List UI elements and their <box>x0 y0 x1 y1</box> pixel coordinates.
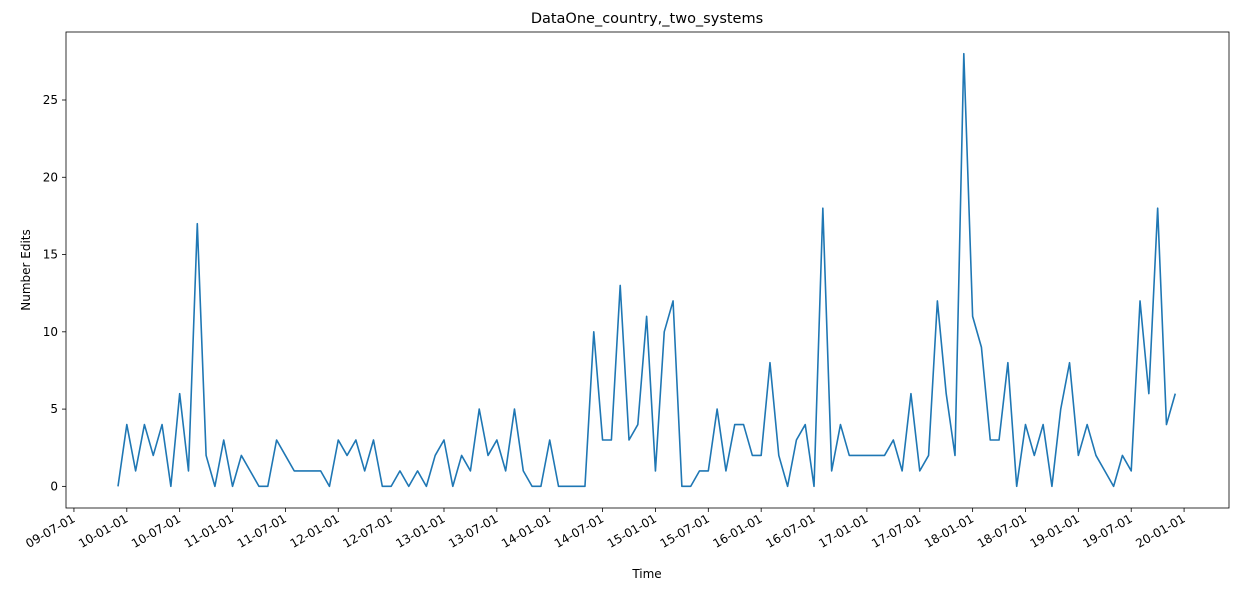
x-tick-label: 16-07-01 <box>763 511 817 550</box>
x-tick-label: 18-01-01 <box>922 511 976 550</box>
x-tick-label: 10-07-01 <box>129 511 183 550</box>
x-axis-label: Time <box>631 567 661 581</box>
y-tick-label: 5 <box>50 402 58 416</box>
x-tick-label: 11-07-01 <box>235 511 289 550</box>
y-tick-label: 10 <box>43 325 58 339</box>
y-tick-label: 25 <box>43 93 58 107</box>
x-tick-label: 12-01-01 <box>288 511 342 550</box>
x-tick-label: 17-07-01 <box>869 511 923 550</box>
x-tick-label: 16-01-01 <box>710 511 764 550</box>
x-tick-label: 15-01-01 <box>605 511 659 550</box>
x-tick-label: 18-07-01 <box>975 511 1029 550</box>
x-tick-label: 14-07-01 <box>552 511 606 550</box>
x-tick-label: 20-01-01 <box>1133 511 1187 550</box>
y-axis-label: Number Edits <box>19 229 33 311</box>
plot-frame <box>65 31 1230 509</box>
x-tick-label: 11-01-01 <box>182 511 236 550</box>
x-tick-label: 14-01-01 <box>499 511 553 550</box>
x-tick-label: 13-01-01 <box>393 511 447 550</box>
x-tick-label: 09-07-01 <box>23 511 77 550</box>
x-tick-label: 10-01-01 <box>76 511 130 550</box>
y-tick-label: 0 <box>50 479 58 493</box>
x-tick-label: 19-01-01 <box>1028 511 1082 550</box>
y-tick-label: 20 <box>43 170 58 184</box>
x-tick-label: 19-07-01 <box>1081 511 1135 550</box>
x-tick-label: 17-01-01 <box>816 511 870 550</box>
x-tick-label: 15-07-01 <box>658 511 712 550</box>
x-tick-label: 12-07-01 <box>340 511 394 550</box>
y-tick-label: 15 <box>43 248 58 262</box>
x-tick-label: 13-07-01 <box>446 511 500 550</box>
data-line <box>117 52 1177 488</box>
chart-title: DataOne_country,_two_systems <box>531 11 763 27</box>
